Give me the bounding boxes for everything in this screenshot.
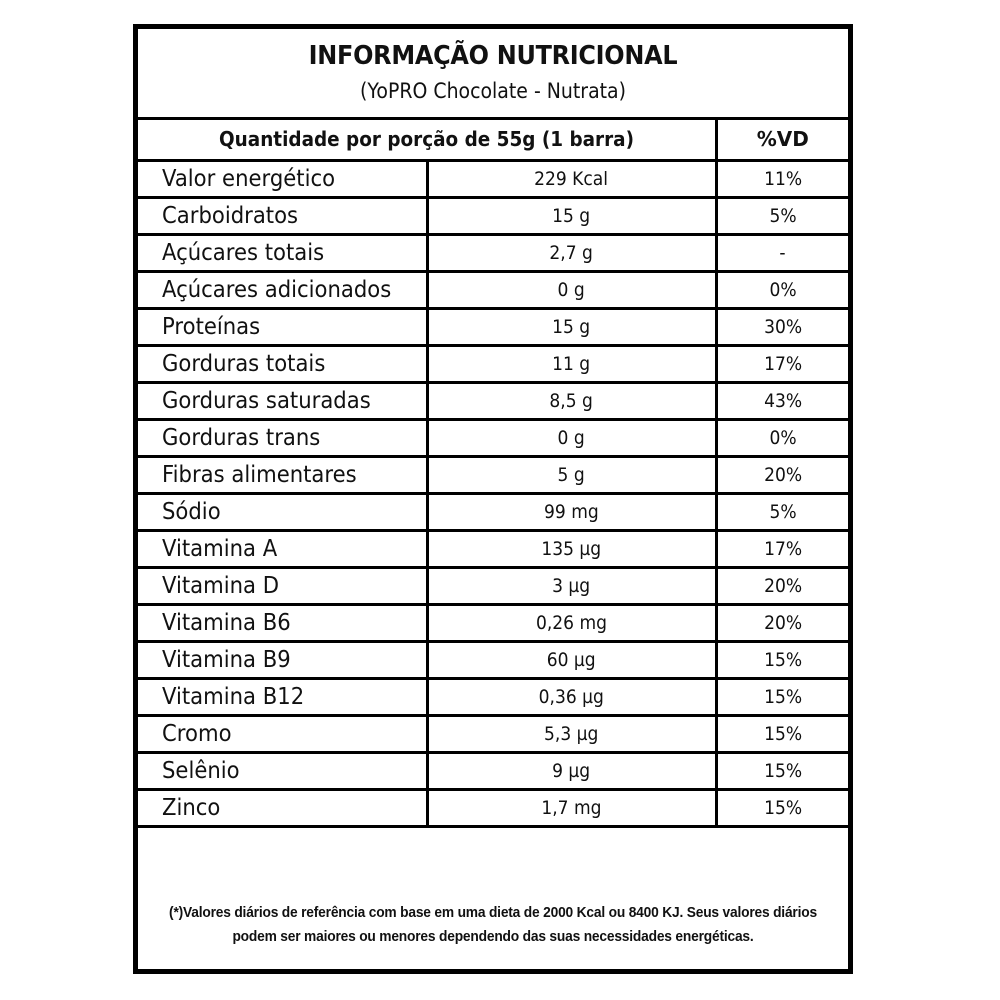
- nutrient-amount: 0,36 µg: [425, 678, 716, 717]
- nutrition-table: Quantidade por porção de 55g (1 barra) %…: [138, 120, 848, 828]
- nutrient-daily-value: 0%: [714, 271, 848, 310]
- serving-size-header: Quantidade por porção de 55g (1 barra): [138, 120, 716, 162]
- nutrient-amount: 0,26 mg: [425, 604, 716, 643]
- nutrient-name: Carboidratos: [138, 197, 427, 236]
- nutrient-daily-value: 17%: [714, 530, 848, 569]
- nutrient-daily-value: 15%: [714, 789, 848, 828]
- nutrient-daily-value: 43%: [714, 382, 848, 421]
- nutrient-daily-value: 11%: [714, 160, 848, 199]
- table-row: Valor energético 229 Kcal 11%: [138, 160, 848, 199]
- nutrition-facts-label: INFORMAÇÃO NUTRICIONAL (YoPRO Chocolate …: [133, 24, 853, 974]
- nutrient-amount: 11 g: [425, 345, 716, 384]
- nutrient-daily-value: 15%: [714, 678, 848, 717]
- label-title: INFORMAÇÃO NUTRICIONAL: [308, 41, 678, 71]
- table-row: Fibras alimentares 5 g 20%: [138, 456, 848, 495]
- nutrient-name: Vitamina B12: [138, 678, 427, 717]
- nutrient-amount: 3 µg: [425, 567, 716, 606]
- nutrient-name: Zinco: [138, 789, 427, 828]
- nutrient-daily-value: 30%: [714, 308, 848, 347]
- nutrient-amount: 2,7 g: [425, 234, 716, 273]
- nutrient-name: Açúcares adicionados: [138, 271, 427, 310]
- nutrient-amount: 5 g: [425, 456, 716, 495]
- nutrient-daily-value: 17%: [714, 345, 848, 384]
- table-row: Vitamina B6 0,26 mg 20%: [138, 604, 848, 643]
- nutrient-name: Valor energético: [138, 160, 427, 199]
- nutrient-amount: 1,7 mg: [425, 789, 716, 828]
- footnote: (*)Valores diários de referência com bas…: [138, 881, 848, 969]
- table-row: Vitamina A 135 µg 17%: [138, 530, 848, 569]
- nutrient-amount: 15 g: [425, 308, 716, 347]
- table-row: Selênio 9 µg 15%: [138, 752, 848, 791]
- nutrient-daily-value: 5%: [714, 493, 848, 532]
- table-row: Gorduras saturadas 8,5 g 43%: [138, 382, 848, 421]
- nutrient-daily-value: 0%: [714, 419, 848, 458]
- nutrient-name: Vitamina A: [138, 530, 427, 569]
- nutrient-daily-value: -: [714, 234, 848, 273]
- footnote-text: (*)Valores diários de referência com bas…: [169, 905, 817, 945]
- table-row: Gorduras trans 0 g 0%: [138, 419, 848, 458]
- daily-value-header: %VD: [714, 120, 848, 162]
- nutrient-amount: 15 g: [425, 197, 716, 236]
- table-row: Sódio 99 mg 5%: [138, 493, 848, 532]
- nutrient-name: Cromo: [138, 715, 427, 754]
- table-row: Gorduras totais 11 g 17%: [138, 345, 848, 384]
- table-row: Carboidratos 15 g 5%: [138, 197, 848, 236]
- nutrient-name: Gorduras saturadas: [138, 382, 427, 421]
- table-row: Vitamina B12 0,36 µg 15%: [138, 678, 848, 717]
- nutrient-amount: 0 g: [425, 271, 716, 310]
- nutrient-amount: 60 µg: [425, 641, 716, 680]
- table-row: Açúcares totais 2,7 g-: [138, 234, 848, 273]
- nutrient-amount: 229 Kcal: [425, 160, 716, 199]
- nutrient-name: Açúcares totais: [138, 234, 427, 273]
- nutrient-name: Gorduras trans: [138, 419, 427, 458]
- table-row: Zinco 1,7 mg 15%: [138, 789, 848, 828]
- nutrient-amount: 5,3 µg: [425, 715, 716, 754]
- table-row: Açúcares adicionados 0 g 0%: [138, 271, 848, 310]
- table-row: Proteínas 15 g 30%: [138, 308, 848, 347]
- nutrient-daily-value: 20%: [714, 604, 848, 643]
- table-row: Cromo 5,3 µg 15%: [138, 715, 848, 754]
- nutrient-name: Gorduras totais: [138, 345, 427, 384]
- nutrient-amount: 135 µg: [425, 530, 716, 569]
- nutrient-amount: 8,5 g: [425, 382, 716, 421]
- product-name: (YoPRO Chocolate - Nutrata): [359, 79, 627, 103]
- nutrient-daily-value: 20%: [714, 567, 848, 606]
- nutrient-name: Sódio: [138, 493, 427, 532]
- nutrient-daily-value: 15%: [714, 641, 848, 680]
- table-header-row: Quantidade por porção de 55g (1 barra) %…: [138, 120, 848, 162]
- label-header: INFORMAÇÃO NUTRICIONAL (YoPRO Chocolate …: [138, 29, 848, 120]
- nutrient-daily-value: 5%: [714, 197, 848, 236]
- nutrient-daily-value: 15%: [714, 752, 848, 791]
- nutrient-name: Proteínas: [138, 308, 427, 347]
- nutrient-name: Vitamina D: [138, 567, 427, 606]
- nutrient-name: Vitamina B6: [138, 604, 427, 643]
- nutrient-amount: 0 g: [425, 419, 716, 458]
- nutrient-name: Selênio: [138, 752, 427, 791]
- nutrient-daily-value: 15%: [714, 715, 848, 754]
- nutrient-daily-value: 20%: [714, 456, 848, 495]
- nutrient-name: Vitamina B9: [138, 641, 427, 680]
- nutrient-amount: 9 µg: [425, 752, 716, 791]
- table-row: Vitamina B9 60 µg 15%: [138, 641, 848, 680]
- nutrient-amount: 99 mg: [425, 493, 716, 532]
- nutrient-name: Fibras alimentares: [138, 456, 427, 495]
